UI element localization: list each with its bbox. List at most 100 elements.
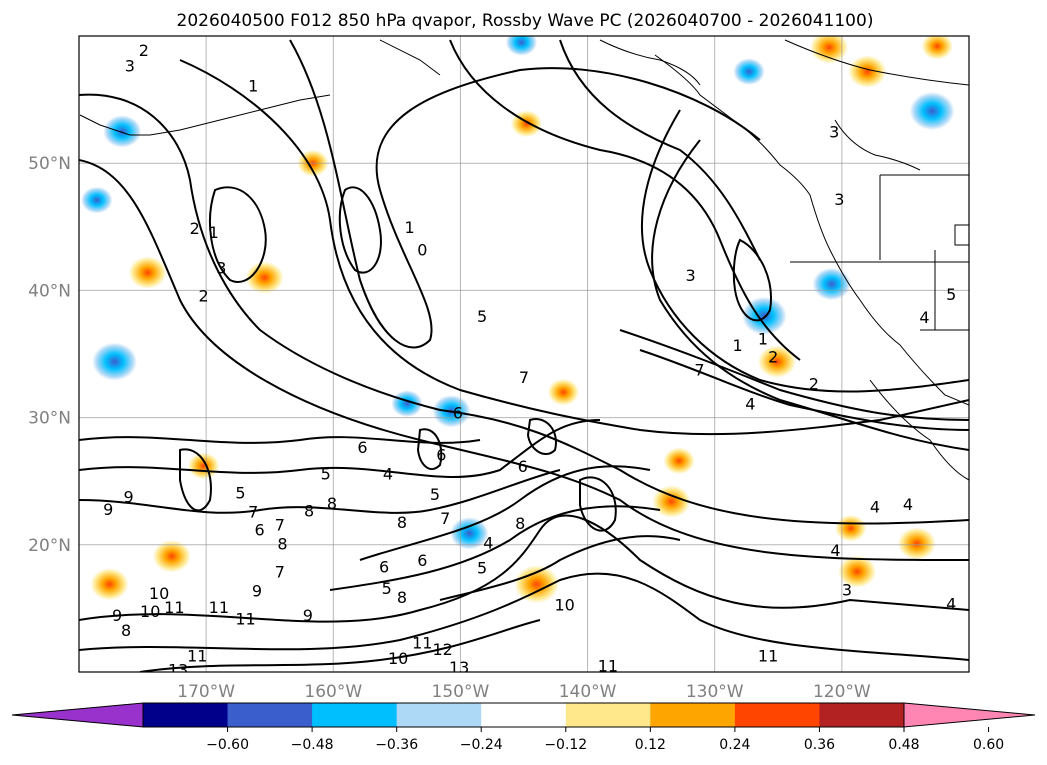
contour-label: 3 — [216, 259, 226, 278]
contour-label: 9 — [252, 582, 262, 601]
contour-label: 8 — [515, 514, 525, 533]
negative-anomaly — [103, 115, 142, 148]
contour-label: 4 — [903, 495, 913, 514]
contour-label: 0 — [417, 241, 427, 260]
contour-label: 2 — [809, 374, 819, 393]
contour-label: 1 — [209, 223, 219, 242]
colorbar-segment — [227, 703, 313, 727]
contour-label: 3 — [842, 580, 852, 599]
contour-label: 12 — [432, 640, 452, 659]
negative-anomaly — [733, 58, 765, 85]
contour-label: 11 — [758, 646, 778, 665]
negative-anomaly — [812, 267, 851, 301]
positive-anomaly — [663, 447, 695, 475]
contour-label: 5 — [382, 579, 392, 598]
contour-label: 2 — [190, 219, 200, 238]
contour-label: 1 — [733, 336, 743, 355]
longitude-tick-labels: 170°W 160°W 150°W 140°W 130°W 120°W — [177, 682, 871, 702]
contour-label: 3 — [125, 56, 135, 75]
contour-label: 6 — [453, 404, 463, 423]
lon-tick-label: 160°W — [304, 682, 362, 702]
contour-label: 10 — [388, 649, 408, 668]
colorbar-frame — [142, 702, 905, 728]
colorbar-tick-label: 0.60 — [973, 737, 1004, 753]
colorbar-tick-label: 0.24 — [719, 737, 750, 753]
positive-anomaly — [921, 36, 953, 60]
colorbar-tick-label: −0.48 — [291, 737, 334, 753]
contour-label: 5 — [946, 285, 956, 304]
positive-anomaly — [897, 527, 936, 560]
contour-label: 5 — [321, 465, 331, 484]
contour-label: 3 — [834, 190, 844, 209]
contour-label: 6 — [379, 557, 389, 576]
contour-label: 5 — [477, 307, 487, 326]
contour-label: 8 — [397, 513, 407, 532]
contour-label: 14 — [947, 677, 967, 696]
negative-anomaly — [92, 342, 138, 381]
contour-label: 2 — [199, 286, 209, 305]
contour-label: 13 — [168, 660, 188, 679]
lon-tick-label: 170°W — [177, 682, 235, 702]
contour-label: 1 — [404, 218, 414, 237]
positive-anomaly — [187, 452, 220, 480]
contour-label: 10 — [555, 596, 575, 615]
colorbar-extend-high — [903, 702, 1036, 728]
positive-anomaly — [547, 378, 580, 406]
latitude-tick-labels: 20°N 30°N 40°N 50°N — [28, 154, 71, 556]
lat-tick-label: 30°N — [28, 409, 71, 429]
lon-tick-label: 130°W — [686, 682, 744, 702]
positive-anomaly — [838, 555, 877, 588]
colorbar-segment — [819, 703, 905, 727]
contour-label: 3 — [973, 537, 983, 556]
contour-label: 11 — [187, 646, 207, 665]
contour-label: 8 — [397, 588, 407, 607]
negative-anomaly — [391, 390, 423, 417]
contour-label: 8 — [277, 535, 287, 554]
contour-label: 10 — [140, 602, 160, 621]
negative-anomaly — [909, 91, 955, 131]
contour-label: 4 — [383, 465, 393, 484]
colorbar-tick-label: −0.24 — [460, 737, 503, 753]
contour-label: 6 — [417, 551, 427, 570]
positive-anomaly — [757, 345, 797, 378]
contour-label: 4 — [483, 533, 493, 552]
contour-label: 11 — [598, 657, 618, 676]
contour-label: 3 — [829, 122, 839, 141]
contour-label: 10 — [149, 584, 169, 603]
colorbar-segment — [565, 703, 651, 727]
contour-label: 7 — [694, 360, 704, 379]
lat-tick-label: 50°N — [28, 154, 71, 174]
contour-label: 6 — [254, 521, 264, 540]
positive-anomaly — [152, 540, 191, 573]
colorbar-segment — [734, 703, 820, 727]
contour-label: 4 — [870, 498, 880, 517]
negative-anomaly — [741, 296, 787, 335]
contour-label: 9 — [303, 606, 313, 625]
contour-label: 1 — [248, 77, 258, 96]
contour-label: 7 — [440, 509, 450, 528]
colorbar-segment — [312, 703, 398, 727]
contour-label: 6 — [357, 438, 367, 457]
negative-anomaly — [81, 186, 113, 214]
positive-anomaly — [245, 261, 284, 294]
colorbar-segment — [396, 703, 482, 727]
contour-label: 7 — [248, 503, 258, 522]
contour-label: 3 — [685, 266, 695, 285]
lon-tick-label: 140°W — [559, 682, 617, 702]
contour-label: 4 — [745, 395, 755, 414]
colorbar-tick-label: 0.12 — [635, 737, 666, 753]
contour-label: 4 — [830, 541, 840, 560]
contour-label: 11 — [235, 610, 255, 629]
positive-anomaly — [848, 55, 887, 88]
contour-label: 9 — [103, 500, 113, 519]
positive-anomaly — [128, 256, 167, 289]
contour-label: 2 — [139, 41, 149, 60]
contour-label: 13 — [616, 682, 636, 701]
lon-tick-label: 150°W — [432, 682, 490, 702]
contour-label: 5 — [235, 484, 245, 503]
colorbar-tick-labels: −0.60 −0.48 −0.36 −0.24 −0.12 0.12 0.24 0.36 0.4… — [206, 727, 1004, 753]
positive-anomaly — [835, 514, 867, 542]
colorbar-segment — [481, 703, 567, 727]
